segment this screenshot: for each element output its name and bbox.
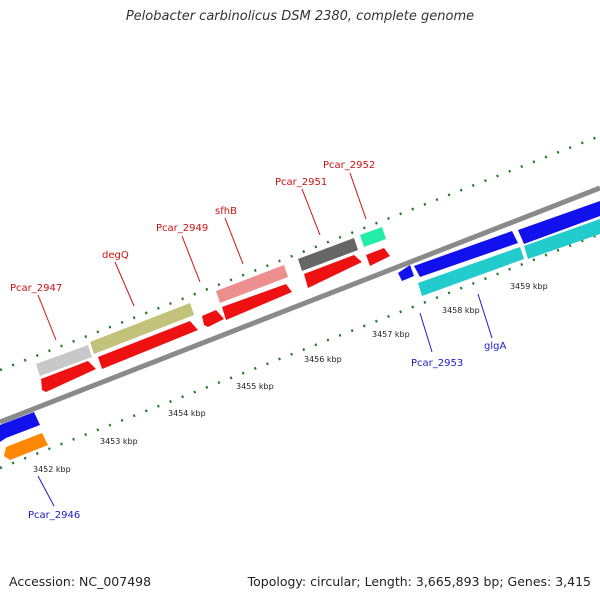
- leader-degq: [114, 261, 135, 307]
- gene-pcar-2952-arrow[interactable]: [366, 248, 390, 266]
- label-pcar-2951[interactable]: Pcar_2951: [275, 177, 327, 188]
- leader-pcar-2951: [301, 188, 321, 236]
- gene-degq-bar[interactable]: [90, 303, 194, 354]
- genome-backbone: [0, 185, 600, 425]
- scale-label-3459: 3459 kbp: [510, 282, 548, 291]
- gene-pcar-2949-arrow[interactable]: [202, 310, 224, 327]
- gene-sfhb-arrow[interactable]: [222, 284, 292, 320]
- label-pcar-2946[interactable]: Pcar_2946: [28, 510, 80, 521]
- label-glga[interactable]: glgA: [484, 341, 506, 352]
- gene-pcar-2947-bar[interactable]: [36, 345, 92, 376]
- label-degq[interactable]: degQ: [102, 250, 129, 261]
- label-pcar-2953[interactable]: Pcar_2953: [411, 358, 463, 369]
- leader-pcar-2953: [419, 312, 433, 353]
- gene-pcar-2951-bar[interactable]: [298, 238, 358, 271]
- label-pcar-2947[interactable]: Pcar_2947: [10, 283, 62, 294]
- scale-label-3456: 3456 kbp: [304, 355, 342, 364]
- leader-pcar-2952: [349, 172, 367, 220]
- label-pcar-2949[interactable]: Pcar_2949: [156, 223, 208, 234]
- scale-label-3452: 3452 kbp: [33, 465, 71, 474]
- leader-pcar-2949: [181, 235, 201, 283]
- scale-label-3457: 3457 kbp: [372, 330, 410, 339]
- accession-text: Accession: NC_007498: [9, 574, 152, 589]
- gene-pcar-2951-arrow[interactable]: [304, 255, 362, 288]
- label-sfhb[interactable]: sfhB: [215, 206, 237, 217]
- leader-sfhb: [224, 217, 244, 265]
- gene-sfhb-bar[interactable]: [216, 265, 288, 303]
- gene-glga-blue[interactable]: [518, 201, 600, 244]
- scale-label-3458: 3458 kbp: [442, 306, 480, 315]
- scale-label-3455: 3455 kbp: [236, 382, 274, 391]
- gene-pcar-2953-blue[interactable]: [414, 231, 518, 277]
- leader-glga: [477, 293, 493, 339]
- scale-label-3454: 3454 kbp: [168, 409, 206, 418]
- gene-pcar-2953-small-arrow[interactable]: [398, 265, 414, 281]
- label-pcar-2952[interactable]: Pcar_2952: [323, 160, 375, 171]
- gene-glga-cyan[interactable]: [524, 219, 600, 259]
- gene-pcar-2946-orange[interactable]: [4, 433, 48, 460]
- gene-pcar-2953-cyan[interactable]: [418, 247, 524, 296]
- scale-label-3453: 3453 kbp: [100, 437, 138, 446]
- gene-pcar-2952-bar[interactable]: [360, 227, 386, 247]
- gene-pcar-2946-blue[interactable]: [0, 412, 40, 442]
- gene-degq-arrow[interactable]: [98, 321, 198, 369]
- leader-pcar-2947: [37, 294, 57, 341]
- genome-title: Pelobacter carbinolicus DSM 2380, comple…: [125, 9, 475, 24]
- topology-text: Topology: circular; Length: 3,665,893 bp…: [247, 574, 591, 589]
- leader-pcar-2946: [37, 475, 55, 507]
- gene-pcar-2947-arrow[interactable]: [41, 361, 96, 392]
